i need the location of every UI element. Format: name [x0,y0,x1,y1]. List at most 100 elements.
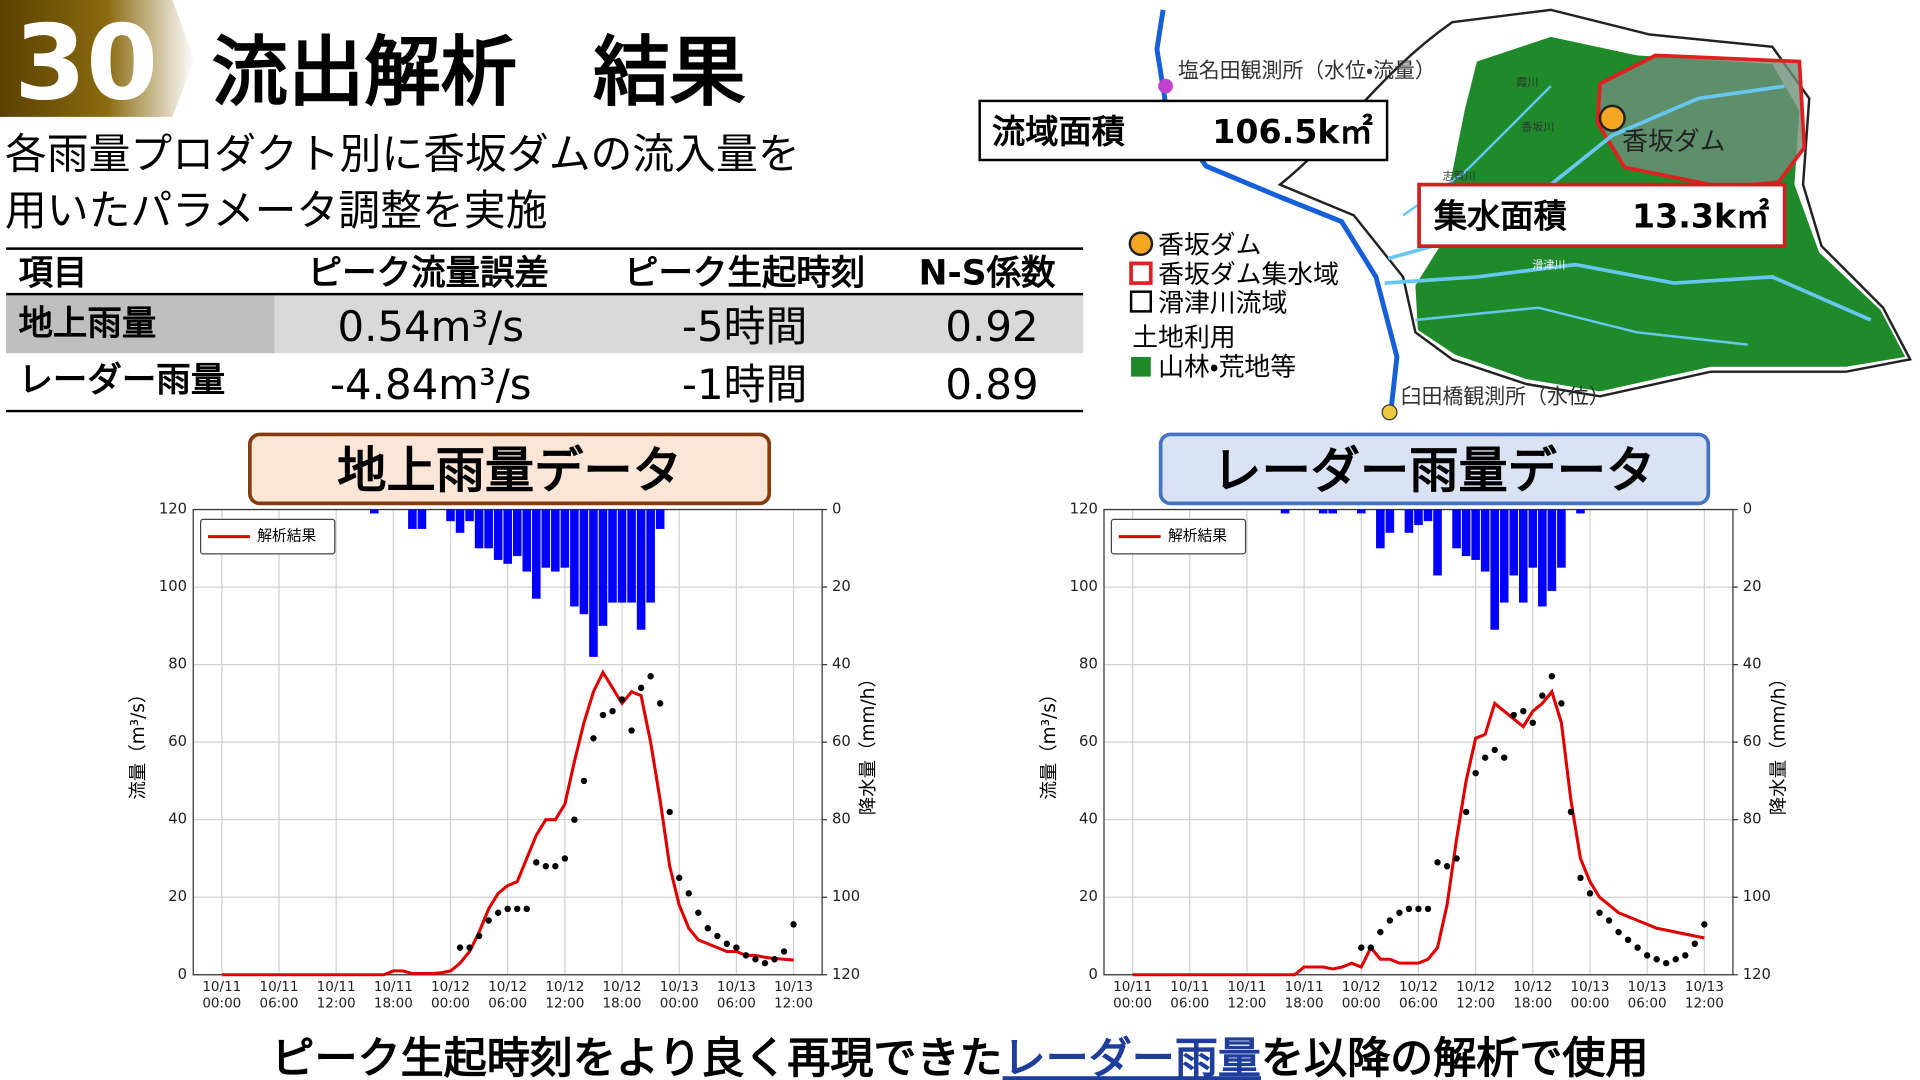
river [1384,262,1872,322]
y2-tick-label: 20 [1743,578,1762,595]
rain-bar [598,509,608,626]
rain-bar [1528,509,1538,568]
observed-point [1539,692,1546,699]
flow-line [221,669,794,977]
observed-point [504,905,511,913]
rain-bar [1423,509,1433,522]
x-tick-label: 10/13 00:00 [1571,979,1610,1011]
observed-point [580,777,588,785]
column-header: ピーク流量誤差 [308,253,549,293]
x-tick-label: 10/12 06:00 [1399,979,1438,1011]
rain-bar [551,509,560,572]
rain-bar [455,509,465,533]
observed-point [466,944,473,951]
rain-bar [1404,509,1414,533]
legend-symbol [1131,356,1151,377]
y2-axis-label: 降水量（mm/h） [1769,669,1790,815]
station-marker [1381,404,1398,421]
observed-point [456,944,464,951]
y-tick-label: 120 [159,501,187,518]
cell: 0.92 [945,302,1038,351]
legend-label: 解析結果 [1168,528,1227,545]
observed-point [1577,874,1584,882]
legend-label: 香坂ダム集水域 [1158,260,1339,290]
observed-point [790,921,797,928]
rain-bar [608,509,617,603]
y-tick-label: 0 [178,966,187,983]
x-tick-label: 10/12 18:00 [1513,979,1552,1011]
y-tick-label: 80 [168,656,187,673]
observed-point [1367,944,1375,951]
observed-point [1672,956,1679,963]
rain-bar [474,509,484,549]
y-tick-label: 100 [159,578,187,595]
conclusion-text: を以降の解析で使用 [1261,1034,1649,1080]
rain-bar [512,509,522,557]
rain-bar [1471,509,1480,560]
subtitle: 用いたパラメータ調整を実施 [5,186,548,235]
x-tick-label: 10/11 12:00 [317,979,356,1011]
main-river [1154,9,1400,413]
conclusion: ピーク生起時刻をより良く再現できたレーダー雨量を以降の解析で使用 [271,1034,1648,1080]
observed-point [1453,855,1460,862]
observed-point [475,932,483,940]
x-tick-label: 10/12 18:00 [603,979,642,1011]
rain-bar [570,509,579,607]
y-tick-label: 60 [168,733,187,750]
x-tick-label: 10/11 12:00 [1227,979,1266,1011]
observed-point [1558,700,1565,707]
observed-point [1396,909,1403,916]
observed-point [685,890,692,897]
observed-point [1520,707,1527,715]
observed-point [647,673,654,680]
chart-title-box [1158,432,1711,506]
observed-point [1691,940,1699,947]
rain-bar [484,509,493,549]
rain-bar [1576,509,1585,514]
observed-point [676,874,683,882]
rain-bar [417,509,427,529]
y2-tick-label: 100 [832,888,860,905]
observed-point [523,905,530,913]
observed-point [1586,890,1594,897]
rain-bar [1518,509,1528,603]
rain-bar [408,509,417,529]
rain-bar [531,509,541,599]
subtitle: 各雨量プロダクト別に香坂ダムの流入量を [5,130,800,179]
rain-bar [1318,509,1328,514]
observed-point [609,707,616,715]
header: 30 流出解析 結果 各雨量プロダクト別に香坂ダムの流入量を 用いたパラメータ調… [0,0,800,235]
x-tick-label: 10/11 18:00 [374,979,413,1011]
legend-symbol [1129,290,1152,313]
column-header: ピーク生起時刻 [624,253,865,293]
observed-point [1624,936,1632,944]
y-tick-label: 20 [1079,888,1098,905]
y2-tick-label: 0 [1743,501,1752,518]
y-axis-label: 流量（m³/s） [128,685,149,800]
x-tick-label: 10/11 06:00 [1170,979,1209,1011]
observed-point [1605,917,1613,924]
observed-point [1434,859,1441,866]
observed-point [780,948,788,955]
observed-point [752,956,759,963]
cell: -5時間 [682,302,807,351]
observed-point [494,909,502,916]
y2-tick-label: 120 [1743,966,1771,983]
y2-tick-label: 0 [832,501,841,518]
y-tick-label: 0 [1088,966,1097,983]
legend-label: 解析結果 [257,528,316,545]
observed-point [1358,944,1365,951]
cell: -1時間 [682,360,807,409]
cell: 0.54m³/s [337,302,524,351]
row-label: レーダー雨量 [18,360,225,400]
y-tick-label: 20 [168,888,187,905]
rain-bar [465,509,474,522]
rain-bar [1414,509,1423,526]
observed-point [599,711,607,719]
y2-tick-label: 20 [832,578,851,595]
x-tick-label: 10/13 12:00 [1685,979,1724,1011]
observed-point [723,940,731,947]
observed-point [771,956,778,963]
observed-point [733,944,740,951]
